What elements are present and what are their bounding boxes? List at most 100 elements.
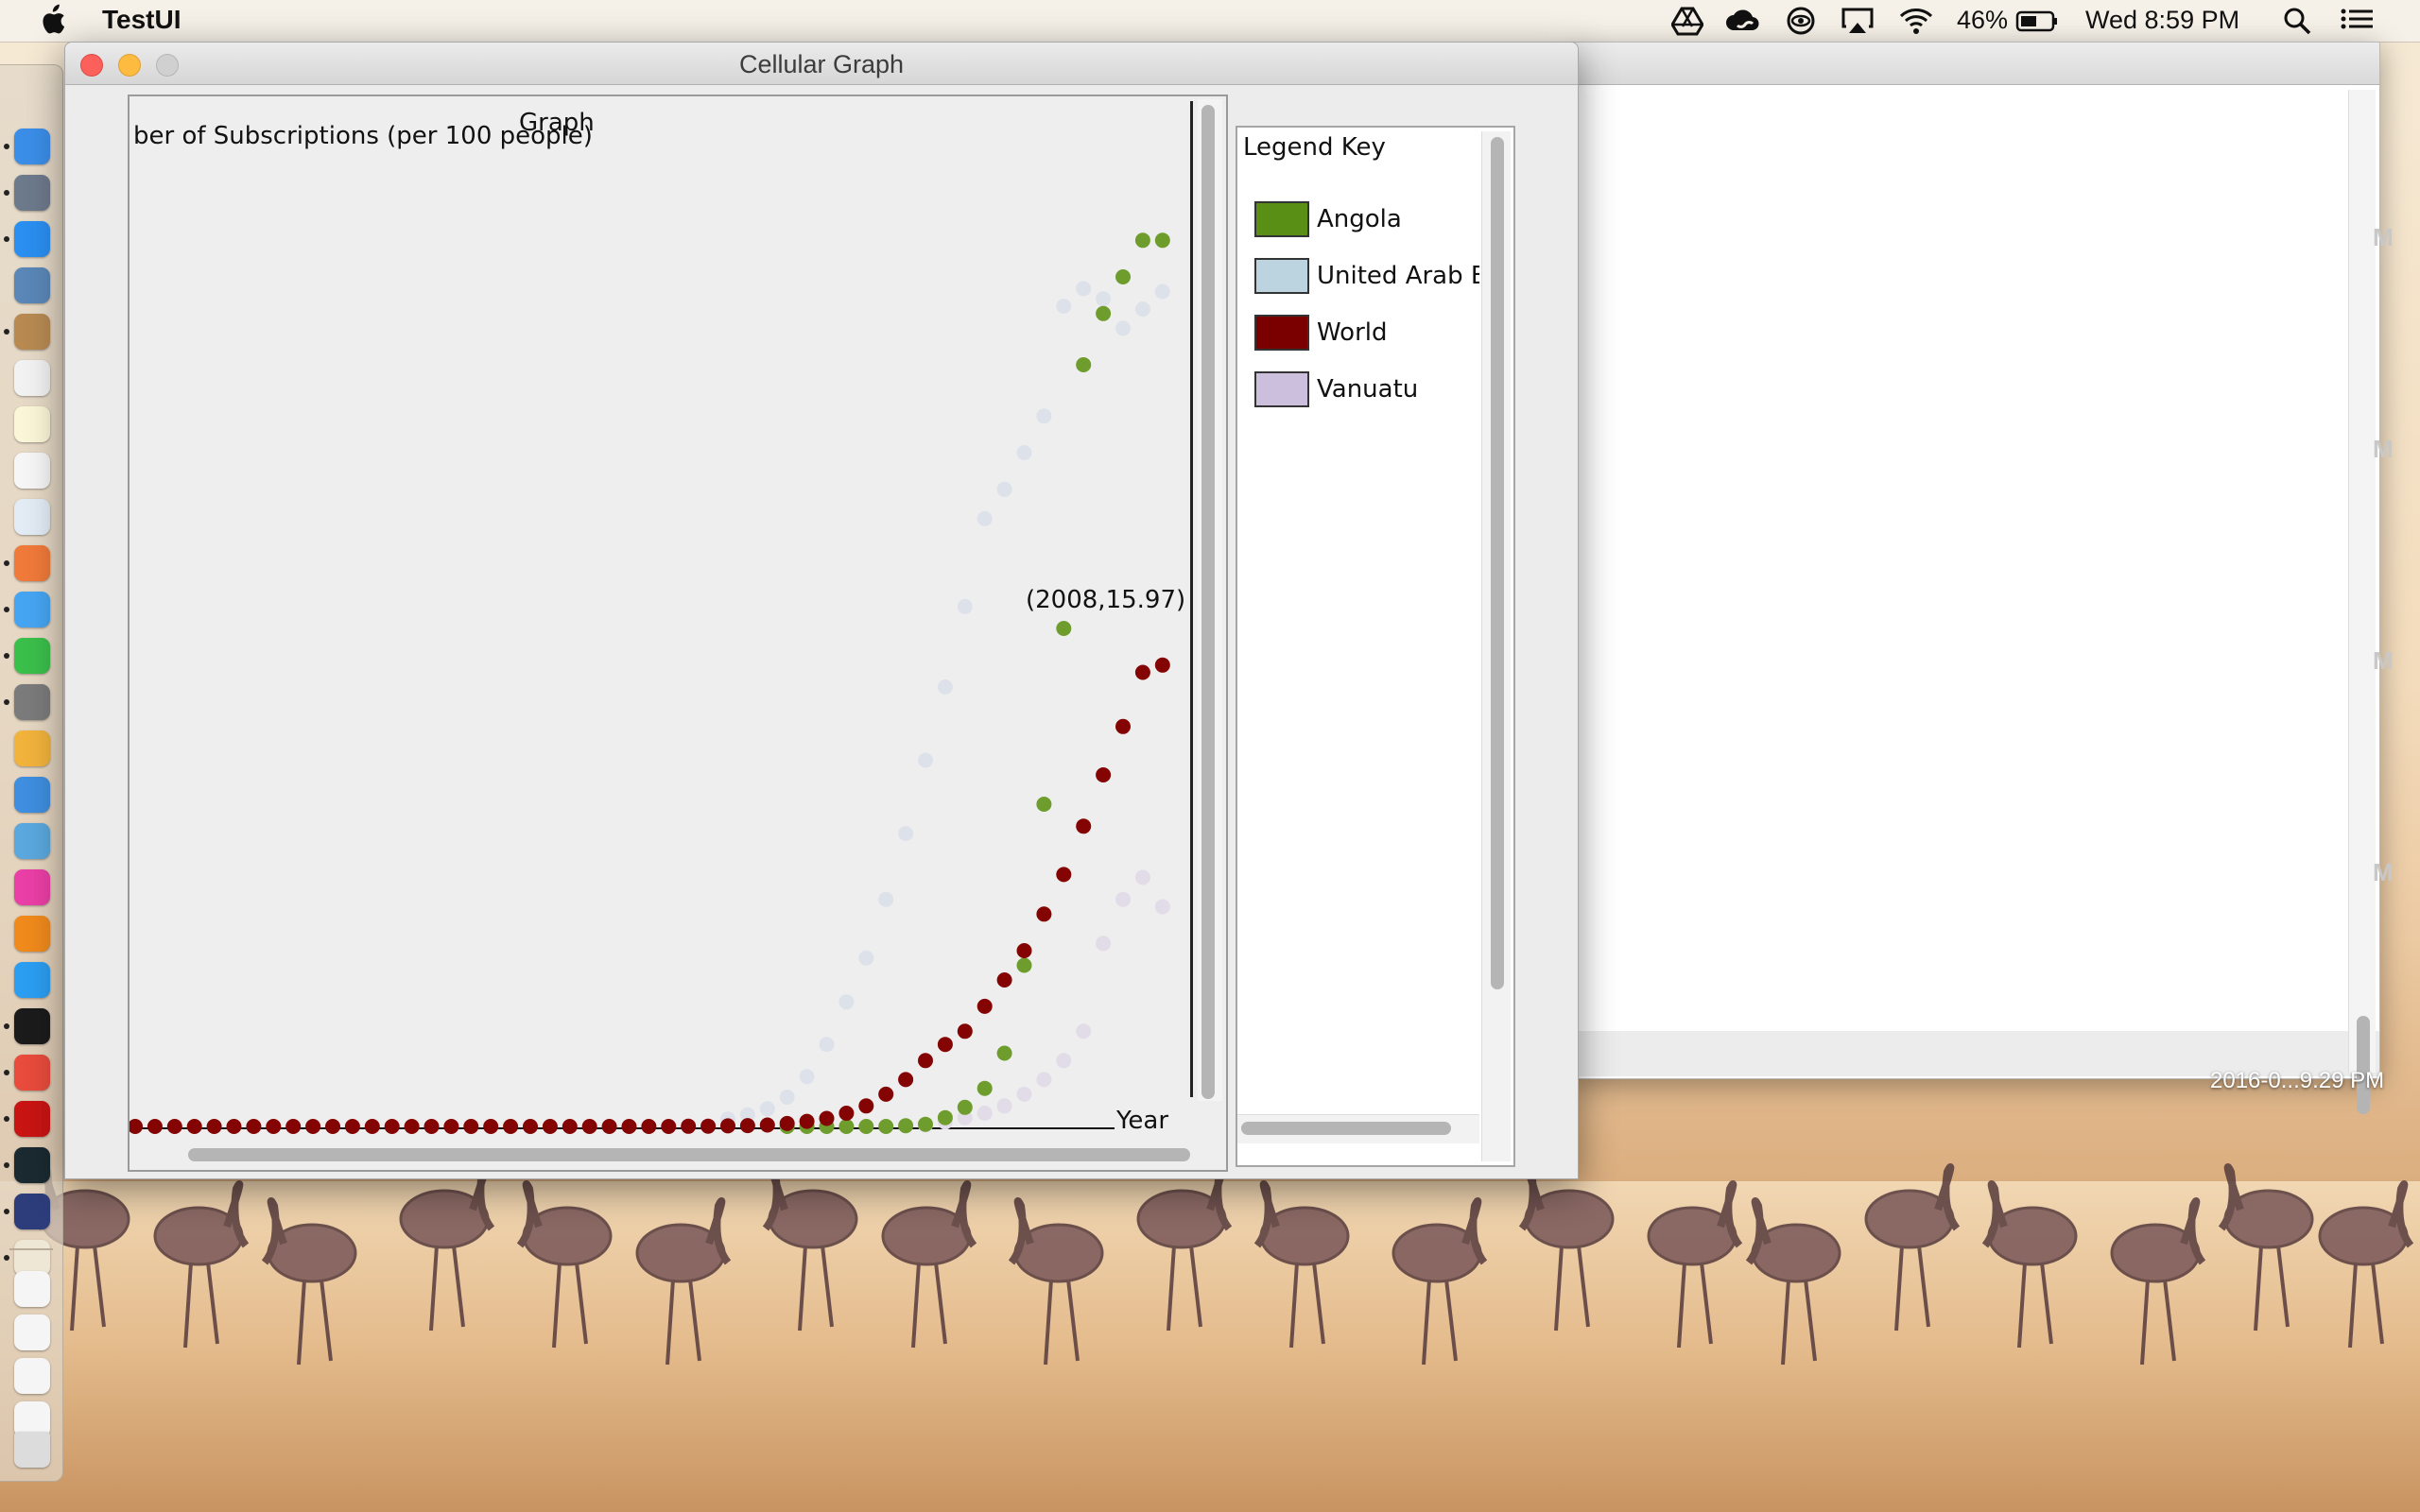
background-window-scrollbar[interactable] <box>2348 90 2376 1073</box>
trash-icon[interactable] <box>14 1432 50 1468</box>
close-button[interactable] <box>80 54 103 77</box>
data-point-angola[interactable] <box>1056 621 1072 636</box>
minimize-button[interactable] <box>118 54 141 77</box>
data-point-vanuatu[interactable] <box>1134 869 1150 885</box>
data-point-angola[interactable] <box>898 1118 914 1134</box>
document-pdf-icon[interactable] <box>14 1271 50 1307</box>
data-point-vanuatu[interactable] <box>977 1106 993 1121</box>
data-point-angola[interactable] <box>918 1116 933 1132</box>
data-point-world[interactable] <box>285 1119 302 1134</box>
legend-horizontal-scroll-thumb[interactable] <box>1241 1122 1451 1135</box>
data-point-united-arab-er[interactable] <box>1096 291 1112 307</box>
airplay-icon[interactable] <box>1841 6 1874 36</box>
data-point-world[interactable] <box>1154 657 1170 673</box>
activity-monitor-icon[interactable] <box>14 1147 50 1184</box>
data-point-world[interactable] <box>720 1118 735 1134</box>
data-point-world[interactable] <box>779 1115 795 1131</box>
data-point-world[interactable] <box>206 1119 222 1134</box>
data-point-world[interactable] <box>739 1118 755 1134</box>
data-point-world[interactable] <box>246 1119 262 1134</box>
data-point-world[interactable] <box>266 1119 282 1134</box>
data-point-world[interactable] <box>1076 818 1092 834</box>
data-point-world[interactable] <box>226 1119 242 1134</box>
notification-center-icon[interactable] <box>2339 6 2377 36</box>
data-point-angola[interactable] <box>1096 305 1112 321</box>
chrome-icon[interactable] <box>14 1055 50 1091</box>
safari-icon[interactable] <box>14 221 50 258</box>
vision-icon[interactable] <box>1785 6 1817 36</box>
data-point-world[interactable] <box>819 1110 835 1126</box>
data-point-world[interactable] <box>601 1119 617 1134</box>
data-point-world[interactable] <box>166 1119 182 1134</box>
data-point-vanuatu[interactable] <box>1154 899 1170 915</box>
maps-icon[interactable] <box>14 499 50 536</box>
pdf-icon[interactable] <box>14 1101 50 1138</box>
background-window-scroll-thumb[interactable] <box>2357 1016 2370 1114</box>
creative-cloud-icon[interactable] <box>1724 6 1760 36</box>
chart-panel[interactable]: Graph ber of Subscriptions (per 100 peop… <box>128 94 1228 1172</box>
data-point-world[interactable] <box>1016 943 1032 958</box>
data-point-united-arab-er[interactable] <box>1036 408 1052 424</box>
numbers-icon[interactable] <box>14 777 50 814</box>
data-point-world[interactable] <box>1036 906 1052 922</box>
data-point-united-arab-er[interactable] <box>779 1090 795 1105</box>
battery-icon[interactable] <box>2015 6 2059 36</box>
data-point-angola[interactable] <box>1134 232 1150 249</box>
system-preferences-icon[interactable] <box>14 684 50 721</box>
data-point-world[interactable] <box>977 998 993 1014</box>
notes-icon[interactable] <box>14 406 50 443</box>
data-point-world[interactable] <box>562 1119 578 1134</box>
data-point-united-arab-er[interactable] <box>759 1101 775 1117</box>
app-name-menu[interactable]: TestUI <box>102 5 182 34</box>
data-point-united-arab-er[interactable] <box>1134 301 1150 318</box>
data-point-united-arab-er[interactable] <box>1016 445 1032 460</box>
data-point-united-arab-er[interactable] <box>1056 299 1072 314</box>
data-point-world[interactable] <box>858 1098 874 1114</box>
legend-vertical-scroll-thumb[interactable] <box>1491 137 1504 989</box>
data-point-angola[interactable] <box>996 1045 1012 1061</box>
data-point-united-arab-er[interactable] <box>1115 320 1131 336</box>
data-point-world[interactable] <box>443 1119 459 1134</box>
data-point-world[interactable] <box>1096 767 1112 782</box>
data-point-angola[interactable] <box>1036 797 1052 812</box>
ibooks-icon[interactable] <box>14 916 50 953</box>
terminal-icon[interactable] <box>14 1008 50 1045</box>
battery-percent[interactable]: 46% <box>1957 6 2009 34</box>
data-point-vanuatu[interactable] <box>1096 936 1112 952</box>
data-point-angola[interactable] <box>1016 957 1032 973</box>
data-point-united-arab-er[interactable] <box>996 481 1012 497</box>
data-point-vanuatu[interactable] <box>1016 1086 1032 1102</box>
desktop-file-label[interactable]: 2016-0...9.29 PM <box>2210 1068 2385 1093</box>
data-point-world[interactable] <box>878 1086 894 1102</box>
data-point-world[interactable] <box>305 1119 321 1134</box>
data-point-united-arab-er[interactable] <box>1076 281 1092 297</box>
legend-item-vanuatu[interactable]: Vanuatu <box>1254 371 1479 409</box>
data-point-united-arab-er[interactable] <box>819 1037 835 1053</box>
apple-icon[interactable] <box>38 4 66 36</box>
data-point-world[interactable] <box>581 1119 597 1134</box>
data-point-angola[interactable] <box>1076 357 1092 372</box>
data-point-angola[interactable] <box>838 1119 855 1134</box>
data-point-angola[interactable] <box>977 1080 993 1096</box>
app-store-icon[interactable] <box>14 962 50 999</box>
data-point-world[interactable] <box>957 1023 973 1040</box>
data-point-vanuatu[interactable] <box>1056 1053 1072 1069</box>
google-drive-icon[interactable] <box>1671 6 1703 36</box>
menubar-clock[interactable]: Wed 8:59 PM <box>2085 6 2240 34</box>
document-chrome-icon[interactable] <box>14 1401 50 1437</box>
data-point-world[interactable] <box>463 1119 479 1134</box>
data-point-angola[interactable] <box>1154 232 1170 249</box>
data-point-world[interactable] <box>700 1118 717 1134</box>
data-point-world[interactable] <box>918 1053 933 1069</box>
data-point-united-arab-er[interactable] <box>898 826 914 841</box>
data-point-united-arab-er[interactable] <box>858 950 874 966</box>
data-point-world[interactable] <box>186 1119 202 1134</box>
data-point-vanuatu[interactable] <box>1115 891 1131 907</box>
data-point-angola[interactable] <box>858 1119 874 1134</box>
data-point-world[interactable] <box>898 1072 914 1088</box>
background-window[interactable] <box>1569 42 2380 1114</box>
data-point-united-arab-er[interactable] <box>957 598 973 614</box>
data-point-angola[interactable] <box>957 1099 973 1115</box>
data-point-world[interactable] <box>147 1119 163 1134</box>
photos-icon[interactable] <box>14 545 50 582</box>
